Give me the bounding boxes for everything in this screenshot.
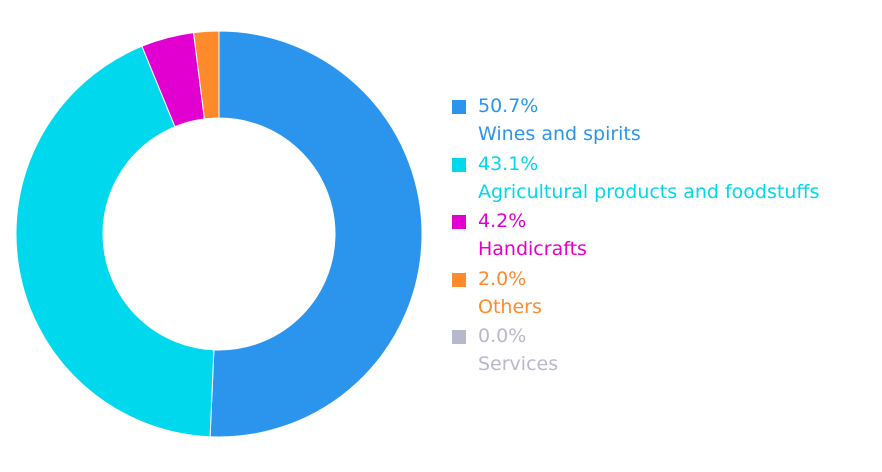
legend-label: Handicrafts bbox=[478, 238, 587, 260]
legend-item-agricultural-products[interactable]: 43.1% Agricultural products and foodstuf… bbox=[450, 150, 819, 208]
donut-chart bbox=[15, 30, 423, 438]
chart-legend: 50.7% Wines and spirits 43.1% Agricultur… bbox=[450, 92, 819, 380]
legend-item-services[interactable]: 0.0% Services bbox=[450, 322, 819, 380]
legend-item-others[interactable]: 2.0% Others bbox=[450, 265, 819, 323]
legend-percent: 50.7% bbox=[478, 95, 539, 117]
legend-item-wines-and-spirits[interactable]: 50.7% Wines and spirits bbox=[450, 92, 819, 150]
legend-swatch bbox=[452, 215, 466, 229]
donut-slice-others[interactable] bbox=[192, 30, 220, 120]
legend-percent: 43.1% bbox=[478, 152, 539, 175]
legend-label: Services bbox=[478, 353, 559, 375]
legend-label: Wines and spirits bbox=[478, 123, 641, 145]
legend-percent: 4.2% bbox=[478, 210, 527, 232]
legend-label: Others bbox=[478, 295, 542, 318]
donut-slice-wines-and-spirits[interactable] bbox=[209, 30, 423, 438]
legend-percent: 2.0% bbox=[478, 267, 527, 290]
donut-slice-agricultural-products-and-foodstuffs[interactable] bbox=[15, 45, 215, 438]
legend-swatch bbox=[452, 100, 466, 114]
legend-label: Agricultural products and foodstuffs bbox=[478, 180, 820, 203]
legend-swatch bbox=[452, 330, 466, 344]
legend-swatch bbox=[452, 272, 466, 287]
legend-percent: 0.0% bbox=[478, 325, 527, 347]
legend-swatch bbox=[452, 157, 466, 172]
legend-item-handicrafts[interactable]: 4.2% Handicrafts bbox=[450, 207, 819, 265]
